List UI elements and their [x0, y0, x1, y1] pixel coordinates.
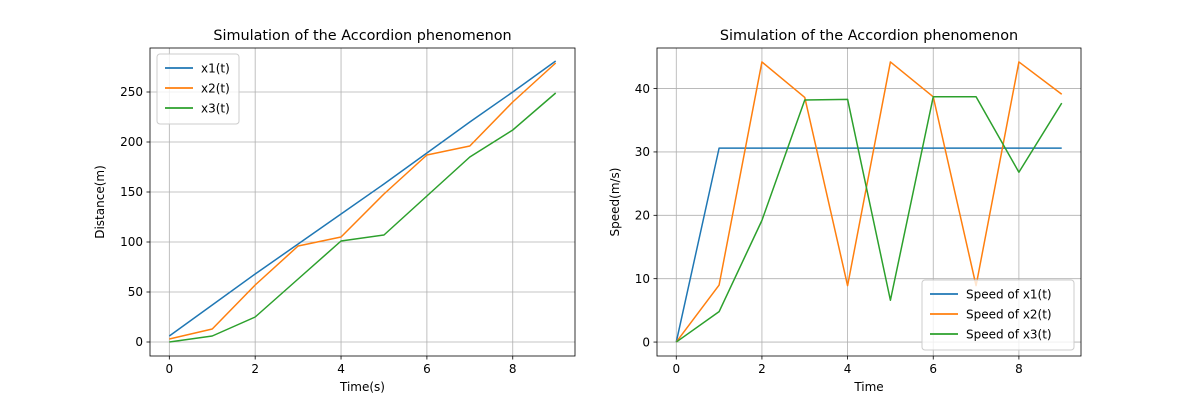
x-tick-label: 8	[509, 362, 517, 376]
series-line-3	[675, 96, 1063, 343]
legend-label: Speed of x2(t)	[966, 307, 1052, 321]
legend-box	[156, 53, 240, 125]
y-tick-label: 0	[642, 335, 650, 349]
y-tick-label: 200	[120, 135, 143, 149]
series-line-2	[675, 61, 1063, 343]
legend: Speed of x1(t) Speed of x2(t) Speed of x3(…	[921, 279, 1075, 351]
x-tick-label: 6	[423, 362, 431, 376]
series-line-1	[675, 147, 1062, 343]
y-tick-label: 100	[120, 235, 143, 249]
y-tick-label: 250	[120, 85, 143, 99]
legend-label: Speed of x3(t)	[966, 327, 1052, 341]
y-tick-label: 30	[635, 145, 650, 159]
legend: x1(t) x2(t) x3(t)	[156, 53, 240, 125]
chart-1: 0 2 4 6 8 0 50 100 150 200 250 Simulation of the Ac…	[93, 28, 576, 394]
x-axis-label: Time(s)	[339, 380, 385, 394]
x-tick-label: 2	[251, 362, 259, 376]
x-tick-label: 4	[337, 362, 345, 376]
chart-title: Simulation of the Accordion phenomenon	[213, 28, 511, 44]
x-tick-label: 2	[758, 362, 766, 376]
x-tick-label: 4	[844, 362, 852, 376]
x-tick-label: 8	[1015, 362, 1023, 376]
y-tick-label: 0	[135, 335, 143, 349]
y-tick-label: 20	[635, 209, 650, 223]
x-tick-label: 0	[672, 362, 680, 376]
series-line-3	[169, 92, 557, 343]
series-line-1	[168, 60, 557, 337]
legend-box	[921, 279, 1075, 351]
y-tick-label: 10	[635, 272, 650, 286]
y-tick-label: 150	[120, 185, 143, 199]
y-axis-label: Speed(m/s)	[608, 168, 622, 237]
legend-label: x3(t)	[201, 101, 230, 115]
y-tick-label: 50	[128, 285, 143, 299]
legend-label: x2(t)	[201, 81, 230, 95]
plot-frame	[149, 47, 576, 357]
plot-frame	[656, 47, 1082, 357]
chart-2: 0 2 4 6 8 0 10 20 30 40 Simulation of the Accordio…	[608, 28, 1082, 394]
x-axis-label: Time	[853, 380, 883, 394]
chart-title: Simulation of the Accordion phenomenon	[720, 28, 1018, 44]
x-tick-label: 0	[165, 362, 173, 376]
series-line-2	[169, 62, 557, 340]
legend-label: x1(t)	[201, 61, 230, 75]
y-tick-label: 40	[635, 82, 650, 96]
x-tick-label: 6	[929, 362, 937, 376]
legend-label: Speed of x1(t)	[966, 287, 1052, 301]
y-axis-label: Distance(m)	[93, 165, 107, 239]
